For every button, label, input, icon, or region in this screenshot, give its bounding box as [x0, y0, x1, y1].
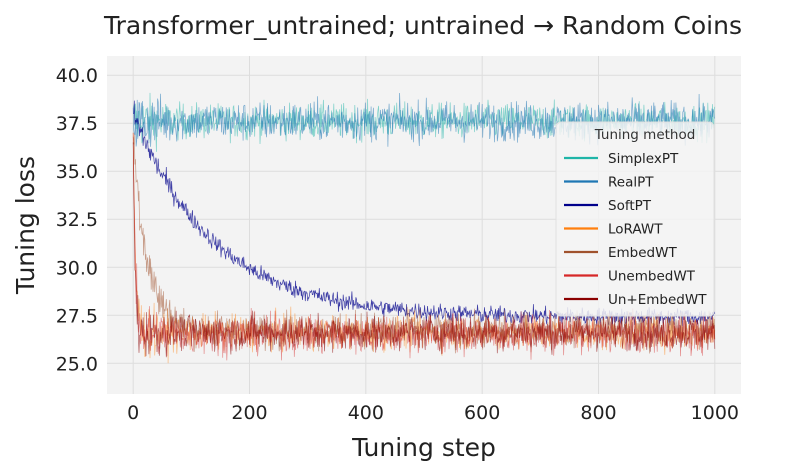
- x-tick-label: 400: [348, 402, 384, 424]
- y-tick-label: 40.0: [56, 65, 98, 87]
- legend-item-label: SimplexPT: [608, 151, 679, 167]
- legend-item-label: EmbedWT: [608, 245, 677, 261]
- series-line-realpt: [132, 92, 716, 147]
- x-tick-label: 1000: [691, 402, 739, 424]
- series-line-un-embedwt: [132, 142, 716, 358]
- legend-item-label: SoftPT: [608, 198, 652, 214]
- legend: Tuning method SimplexPT RealPT SoftPT LoRAW…: [555, 121, 715, 317]
- x-tick-label: 0: [127, 402, 139, 424]
- legend-item-label: RealPT: [608, 175, 654, 191]
- x-axis-label: Tuning step: [351, 433, 496, 462]
- legend-item-label: Un+EmbedWT: [608, 292, 707, 308]
- series-layer: [132, 92, 716, 364]
- legend-item-label: UnembedWT: [608, 269, 696, 285]
- legend-box: [555, 121, 715, 317]
- x-tick-label: 200: [231, 402, 267, 424]
- y-axis-label: Tuning loss: [11, 156, 40, 295]
- legend-title: Tuning method: [594, 127, 696, 143]
- x-tick-label: 600: [464, 402, 500, 424]
- series-line-simplexpt: [132, 92, 716, 152]
- chart-title: Transformer_untrained; untrained → Rando…: [103, 11, 742, 40]
- legend-item-label: LoRAWT: [608, 222, 663, 238]
- y-tick-label: 27.5: [56, 305, 98, 327]
- y-tick-label: 37.5: [56, 113, 98, 135]
- y-tick-label: 32.5: [56, 209, 98, 231]
- x-axis-ticks: 0 200 400 600 800 1000: [127, 402, 739, 424]
- y-axis-ticks: 25.0 27.5 30.0 32.5 35.0 37.5 40.0: [56, 65, 98, 375]
- y-tick-label: 35.0: [56, 161, 98, 183]
- x-tick-label: 800: [580, 402, 616, 424]
- y-tick-label: 25.0: [56, 353, 98, 375]
- y-tick-label: 30.0: [56, 257, 98, 279]
